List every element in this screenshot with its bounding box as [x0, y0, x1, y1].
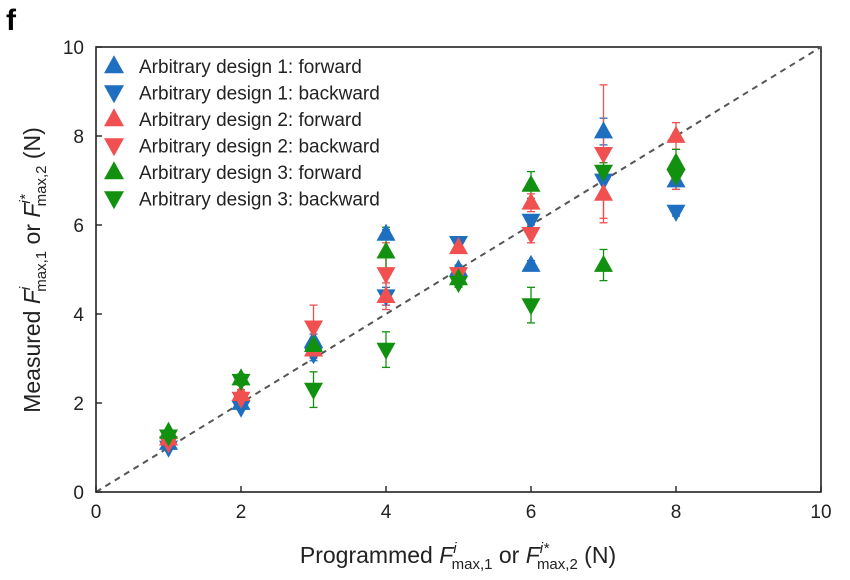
y-tick-label: 4: [73, 305, 84, 326]
data-point-series-1: [376, 223, 396, 241]
data-point-series-2: [666, 204, 686, 222]
legend-marker: [104, 85, 124, 104]
legend-label: Arbitrary design 3: forward: [139, 163, 362, 184]
data-point-series-3: [449, 236, 468, 255]
y-tick-label: 8: [73, 127, 84, 148]
data-point-series-1: [594, 121, 613, 139]
data-point-series-4: [304, 320, 323, 338]
identity-reference-line: [95, 46, 822, 493]
x-tick-label: 2: [236, 502, 247, 523]
x-axis-label: Programmed Fi max,1 or Fi* max,2 (N): [300, 540, 616, 573]
data-point-series-2: [521, 213, 541, 231]
data-point-series-4: [376, 267, 396, 285]
legend-marker: [104, 191, 124, 210]
data-point-series-3: [521, 192, 541, 210]
plot-area: [95, 46, 822, 493]
data-point-series-6: [449, 276, 468, 294]
legend-label: Arbitrary design 1: backward: [139, 84, 380, 105]
y-tick-label: 0: [73, 483, 84, 504]
legend-label: Arbitrary design 2: forward: [139, 110, 362, 131]
data-point-series-4: [594, 146, 613, 165]
data-point-series-5: [666, 152, 686, 170]
data-point-series-2: [594, 173, 613, 191]
legend-marker: [104, 55, 124, 74]
panel-label: f: [6, 4, 17, 37]
y-tick-label: 2: [73, 394, 84, 415]
y-tick-label: 6: [73, 216, 84, 237]
data-point-series-6: [231, 373, 251, 392]
legend-label: Arbitrary design 1: forward: [139, 57, 362, 78]
data-point-series-5: [304, 334, 323, 352]
data-point-series-6: [304, 382, 323, 400]
data-point-series-4: [521, 227, 541, 245]
legend-marker: [104, 138, 124, 157]
x-tick-label: 8: [671, 502, 682, 523]
x-tick-label: 4: [381, 502, 392, 523]
data-point-series-6: [666, 169, 686, 187]
data-point-series-5: [521, 174, 541, 192]
x-tick-label: 0: [91, 502, 102, 523]
data-point-series-3: [376, 285, 396, 304]
legend: Arbitrary design 1: forward Arbitrary des…: [104, 55, 380, 211]
y-tick-label: 10: [63, 38, 84, 59]
data-point-series-5: [376, 241, 396, 259]
data-point-series-4: [231, 391, 251, 409]
y-axis-label: Measured Fimax,1 or Fi*max,2 (N): [17, 127, 50, 413]
data-markers: [159, 121, 686, 458]
data-point-series-3: [594, 183, 613, 201]
x-tick-label: 10: [810, 502, 831, 523]
x-tick-label: 6: [526, 502, 537, 523]
data-point-series-6: [376, 342, 396, 360]
data-point-series-2: [231, 400, 251, 418]
data-point-series-6: [159, 429, 178, 447]
legend-marker: [104, 108, 124, 127]
data-point-series-1: [521, 254, 541, 272]
data-point-series-5: [594, 254, 613, 272]
legend-label: Arbitrary design 3: backward: [139, 190, 380, 211]
data-point-series-6: [521, 298, 541, 316]
plot-frame: [95, 46, 822, 493]
data-point-series-3: [666, 125, 686, 143]
legend-marker: [104, 161, 124, 180]
legend-label: Arbitrary design 2: backward: [139, 137, 380, 158]
axis-ticks: 0 2 4 6 8 10 0 2 4 6 8 10: [63, 38, 832, 523]
data-point-series-6: [594, 164, 613, 182]
